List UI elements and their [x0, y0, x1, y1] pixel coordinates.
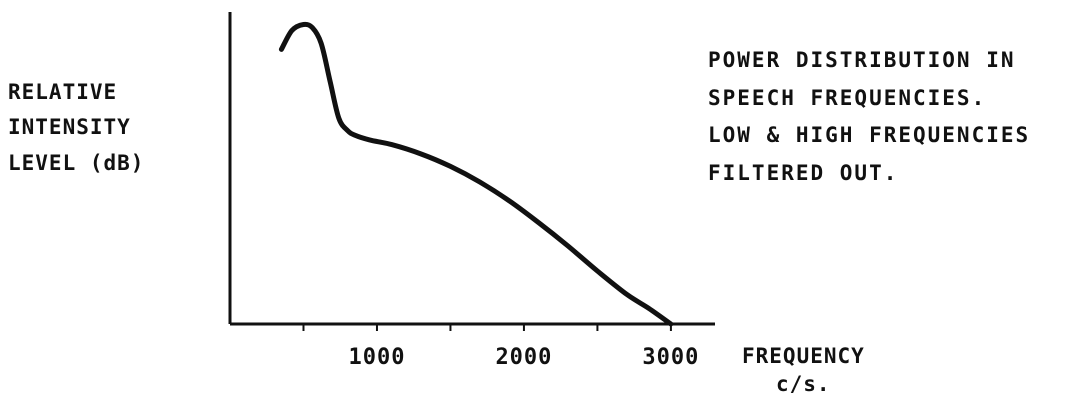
x-tick-label: 3000 — [642, 345, 699, 370]
x-tick-label: 1000 — [348, 345, 405, 370]
annotation-line: LOW & HIGH FREQUENCIES — [708, 123, 1030, 147]
x-ticks: 1000 2000 3000 — [302, 324, 699, 370]
x-axis-label: FREQUENCY c/s. — [742, 344, 865, 395]
annotation-line: SPEECH FREQUENCIES. — [708, 86, 986, 110]
annotation: POWER DISTRIBUTION IN SPEECH FREQUENCIES… — [708, 48, 1030, 185]
x-axis-label-line: FREQUENCY — [742, 344, 865, 368]
x-tick-label: 2000 — [495, 345, 552, 370]
x-axis-label-line: c/s. — [776, 372, 831, 395]
y-axis-label: RELATIVE INTENSITY LEVEL (dB) — [8, 80, 144, 175]
y-axis-label-line: INTENSITY — [8, 115, 131, 139]
y-axis-label-line: RELATIVE — [8, 80, 117, 104]
y-axis-label-line: LEVEL (dB) — [8, 151, 144, 175]
annotation-line: POWER DISTRIBUTION IN — [708, 48, 1016, 72]
series-line — [278, 21, 674, 327]
annotation-line: FILTERED OUT. — [708, 161, 898, 185]
